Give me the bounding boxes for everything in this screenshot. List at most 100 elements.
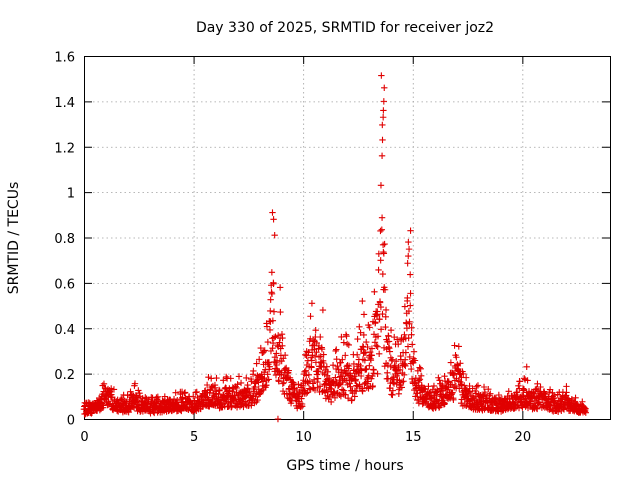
data-point <box>374 343 381 350</box>
data-point <box>267 296 274 303</box>
data-point <box>563 389 570 396</box>
data-point <box>366 324 373 331</box>
data-point <box>280 379 288 386</box>
data-point <box>268 269 276 276</box>
data-point <box>405 307 413 315</box>
data-point <box>318 345 326 353</box>
data-point <box>302 390 310 397</box>
data-point <box>360 311 368 318</box>
data-point <box>388 375 396 383</box>
data-point <box>474 382 482 389</box>
data-point <box>377 227 384 235</box>
data-point <box>407 271 414 278</box>
data-point-peak <box>270 216 277 223</box>
data-point <box>485 385 492 393</box>
data-point <box>546 386 554 393</box>
data-point <box>516 378 523 385</box>
data-point <box>448 390 455 398</box>
data-point <box>407 290 414 297</box>
data-point <box>352 376 359 383</box>
data-point <box>396 366 404 373</box>
data-point <box>265 359 273 366</box>
data-point <box>220 377 227 384</box>
data-point <box>379 270 387 278</box>
data-point <box>480 383 488 391</box>
data-point <box>582 409 589 416</box>
data-point <box>339 378 347 386</box>
data-point <box>409 341 416 348</box>
data-point <box>513 389 521 396</box>
data-point <box>269 339 277 347</box>
data-point <box>276 339 283 346</box>
data-point <box>465 387 473 395</box>
data-point <box>211 381 219 389</box>
data-point <box>191 397 198 404</box>
data-point <box>190 393 197 400</box>
data-point <box>193 388 200 396</box>
data-point <box>254 396 261 404</box>
data-point <box>117 396 125 403</box>
data-point-peak <box>319 306 327 314</box>
data-point <box>579 398 586 405</box>
data-point <box>405 334 412 342</box>
data-point <box>445 378 452 385</box>
data-point <box>405 245 413 253</box>
data-point <box>334 362 341 370</box>
data-point <box>379 121 386 129</box>
data-point <box>394 336 401 343</box>
data-point <box>457 381 465 388</box>
data-point <box>379 310 386 318</box>
data-point <box>456 385 463 392</box>
data-point <box>316 383 324 390</box>
data-point <box>348 396 356 404</box>
data-point <box>453 354 460 361</box>
data-point <box>456 378 464 385</box>
data-point <box>308 364 315 371</box>
x-tick-label: 0 <box>80 430 88 445</box>
data-point <box>401 303 409 310</box>
data-point <box>174 397 181 404</box>
data-point <box>267 307 274 315</box>
data-point <box>235 373 243 380</box>
data-point <box>329 362 337 369</box>
data-point <box>257 390 264 397</box>
data-point <box>181 389 189 396</box>
data-point <box>285 367 292 374</box>
data-point <box>343 340 351 348</box>
data-point <box>332 347 339 355</box>
data-point <box>338 372 345 380</box>
data-point <box>405 252 412 260</box>
data-point <box>572 394 579 401</box>
x-tick-label: 20 <box>515 430 532 445</box>
data-point <box>307 313 314 320</box>
data-point <box>343 332 350 340</box>
data-point <box>333 356 340 363</box>
x-axis-label: GPS time / hours <box>286 458 403 474</box>
data-point-peak <box>269 209 276 216</box>
data-point <box>524 377 531 384</box>
data-point <box>515 382 522 389</box>
data-point <box>461 401 469 409</box>
data-point <box>466 388 474 396</box>
data-point <box>407 302 414 309</box>
data-point <box>215 386 223 394</box>
data-point <box>457 360 464 367</box>
data-point <box>382 306 390 314</box>
data-point <box>406 353 413 361</box>
data-point <box>534 405 541 413</box>
y-tick-label: 0.4 <box>54 323 75 338</box>
data-point <box>237 379 245 387</box>
data-point <box>495 391 503 399</box>
data-point <box>402 362 409 370</box>
data-point <box>368 345 376 352</box>
data-point <box>376 299 384 306</box>
data-point <box>408 331 415 338</box>
data-point <box>308 357 315 364</box>
data-point-peak <box>377 182 385 189</box>
data-point-peak <box>276 284 284 291</box>
data-point <box>107 385 115 392</box>
data-point <box>339 356 346 363</box>
data-point <box>521 375 528 382</box>
data-point <box>363 366 370 373</box>
data-point <box>338 386 346 393</box>
